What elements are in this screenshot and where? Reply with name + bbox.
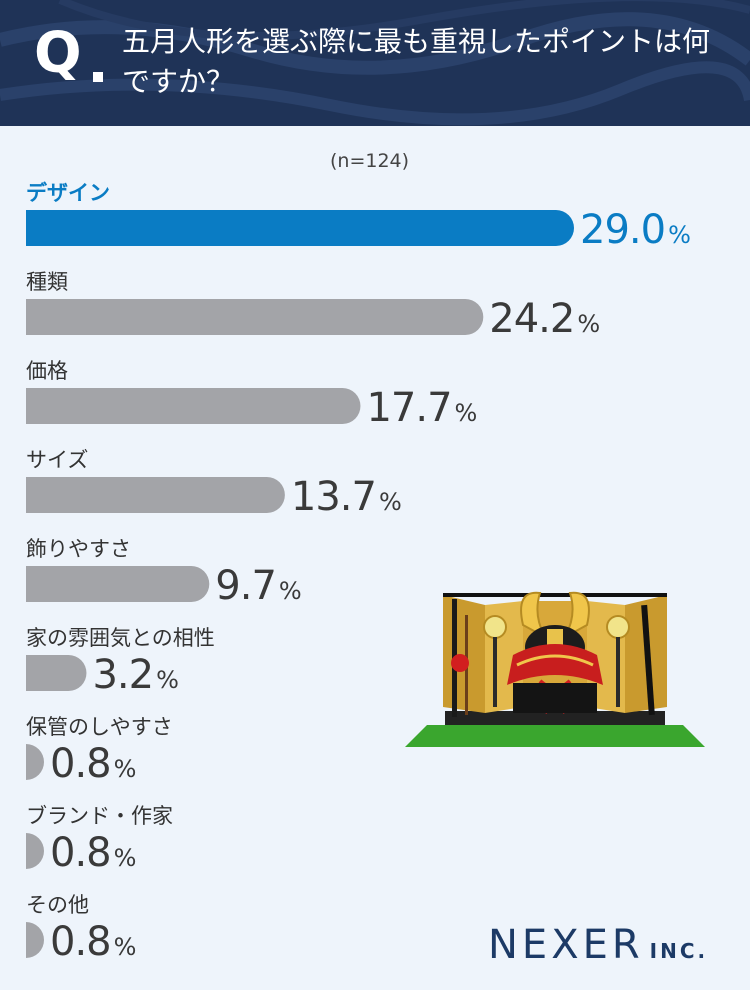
value-label: 9.7 — [215, 563, 276, 609]
value-label: 0.8 — [50, 919, 111, 965]
percent-unit: % — [668, 221, 691, 249]
percent-unit: % — [279, 577, 302, 605]
company-logo: NEXER INC. — [488, 922, 708, 968]
category-label: ブランド・作家 — [26, 804, 173, 828]
q-dot — [93, 72, 103, 82]
category-label: 家の雰囲気との相性 — [26, 626, 215, 650]
value-label: 13.7 — [291, 474, 376, 520]
logo-main: NEXER — [488, 922, 644, 968]
percent-unit: % — [455, 399, 478, 427]
bar — [26, 922, 44, 958]
logo-sub: INC. — [649, 939, 709, 963]
question-header: Q 五月人形を選ぶ際に最も重視したポイントは何ですか？ — [0, 0, 750, 126]
category-label: 飾りやすさ — [26, 537, 131, 561]
percent-unit: % — [114, 933, 137, 961]
value-label: 24.2 — [489, 296, 574, 342]
category-label: サイズ — [26, 448, 88, 472]
percent-unit: % — [156, 666, 179, 694]
value-label: 3.2 — [92, 652, 153, 698]
bar — [26, 833, 44, 869]
value-label: 0.8 — [50, 830, 111, 876]
percent-unit: % — [114, 844, 137, 872]
bar — [26, 477, 285, 513]
q-mark: Q — [34, 21, 82, 86]
percent-unit: % — [379, 488, 402, 516]
category-label: 保管のしやすさ — [26, 715, 173, 739]
question-text: 五月人形を選ぶ際に最も重視したポイントは何ですか？ — [122, 25, 711, 98]
bar — [26, 388, 361, 424]
bar — [26, 210, 574, 246]
bar — [26, 566, 210, 602]
value-label: 29.0 — [580, 207, 665, 253]
header-pattern — [0, 0, 750, 126]
category-label: デザイン — [26, 181, 110, 205]
percent-unit: % — [114, 755, 137, 783]
category-label: 価格 — [26, 359, 68, 383]
value-label: 17.7 — [366, 385, 451, 431]
category-label: 種類 — [26, 270, 68, 294]
bar — [26, 655, 87, 691]
percent-unit: % — [577, 310, 600, 338]
value-label: 0.8 — [50, 741, 111, 787]
bar — [26, 299, 484, 335]
category-label: その他 — [26, 893, 89, 917]
sample-size: (n=124) — [330, 150, 410, 172]
kabuto-helmet-illustration — [405, 591, 705, 747]
bar — [26, 744, 44, 780]
